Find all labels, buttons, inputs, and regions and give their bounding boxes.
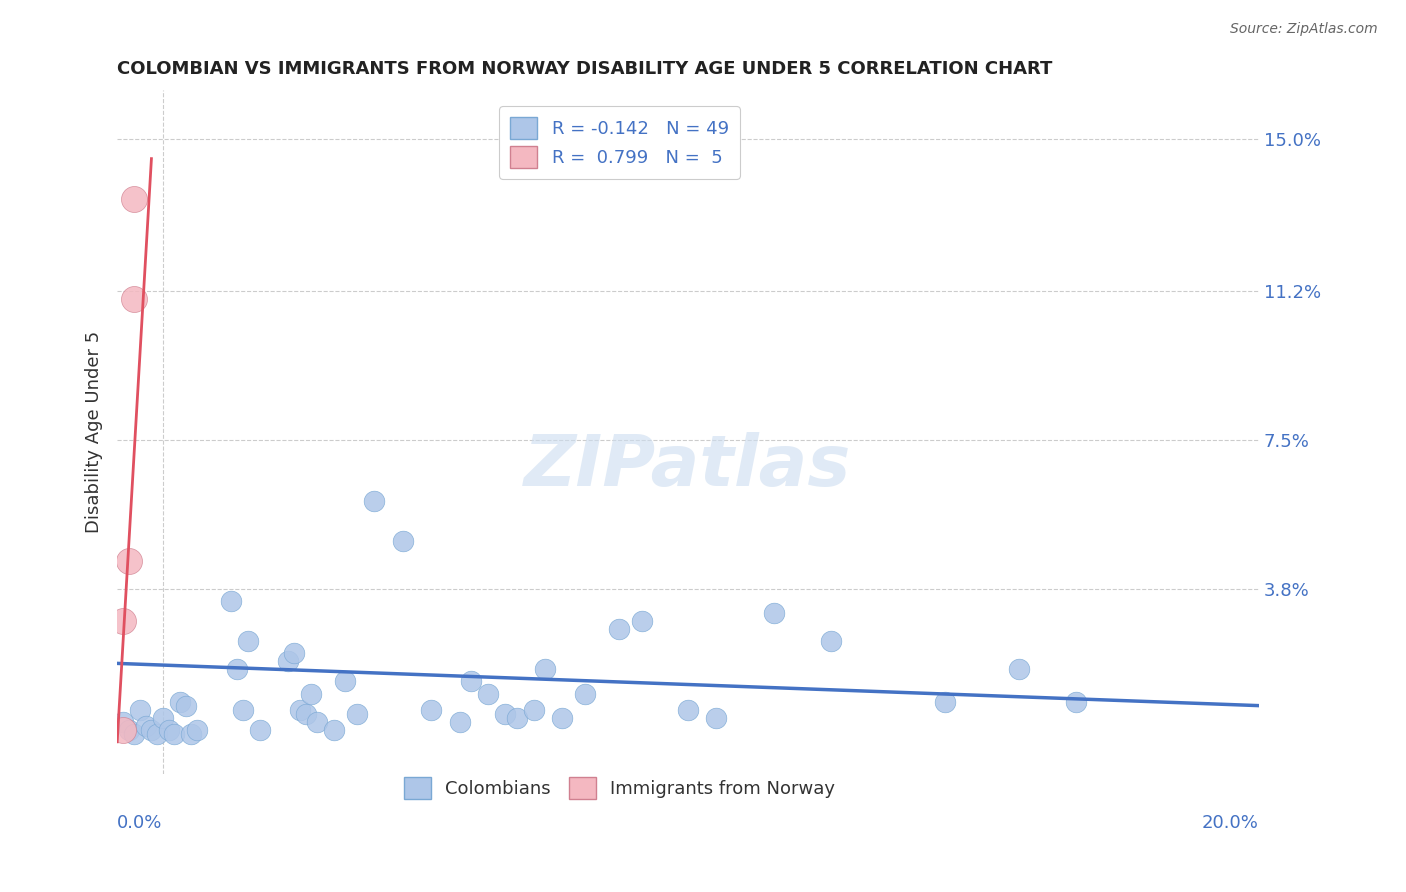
Point (631, 614, 654, 628)
Point (117, 723, 139, 737)
Point (117, 554, 139, 568)
Point (174, 698, 197, 713)
Point (323, 723, 346, 737)
Point (335, 674, 357, 689)
Point (609, 622, 631, 636)
Point (551, 711, 574, 725)
Point (111, 723, 134, 737)
Point (363, 493, 385, 508)
Point (477, 687, 499, 701)
Point (706, 711, 728, 725)
Point (294, 706, 316, 721)
Point (449, 714, 471, 729)
Point (305, 714, 328, 729)
Point (1064, 695, 1087, 709)
Point (494, 706, 516, 721)
Point (238, 634, 260, 648)
Point (1008, 662, 1031, 676)
Point (124, 293, 146, 307)
Point (283, 646, 305, 660)
Point (420, 703, 443, 717)
Point (111, 714, 134, 729)
Text: Source: ZipAtlas.com: Source: ZipAtlas.com (1230, 22, 1378, 37)
Point (676, 703, 699, 717)
Point (523, 703, 546, 717)
Point (934, 695, 956, 709)
Text: 0.0%: 0.0% (117, 814, 163, 832)
Point (146, 727, 169, 741)
Point (141, 723, 163, 737)
Text: 20.0%: 20.0% (1202, 814, 1258, 832)
Point (346, 706, 368, 721)
Point (111, 614, 134, 628)
Point (129, 703, 152, 717)
Point (574, 687, 596, 701)
Point (506, 711, 529, 725)
Point (152, 711, 174, 725)
Point (288, 703, 311, 717)
Point (169, 695, 191, 709)
Point (157, 723, 180, 737)
Point (534, 662, 557, 676)
Y-axis label: Disability Age Under 5: Disability Age Under 5 (86, 331, 103, 533)
Point (299, 687, 322, 701)
Point (762, 606, 785, 620)
Point (249, 723, 271, 737)
Legend: Colombians, Immigrants from Norway: Colombians, Immigrants from Norway (396, 770, 842, 806)
Point (221, 594, 243, 608)
Point (186, 723, 208, 737)
Point (135, 719, 157, 733)
Point (180, 727, 202, 741)
Text: ZIPatlas: ZIPatlas (524, 432, 852, 500)
Text: COLOMBIAN VS IMMIGRANTS FROM NORWAY DISABILITY AGE UNDER 5 CORRELATION CHART: COLOMBIAN VS IMMIGRANTS FROM NORWAY DISA… (117, 60, 1053, 78)
Point (460, 674, 482, 689)
Point (820, 634, 842, 648)
Point (124, 192, 146, 206)
Point (277, 654, 299, 668)
Point (391, 533, 413, 548)
Point (124, 727, 146, 741)
Point (232, 703, 254, 717)
Point (226, 662, 249, 676)
Point (163, 727, 186, 741)
